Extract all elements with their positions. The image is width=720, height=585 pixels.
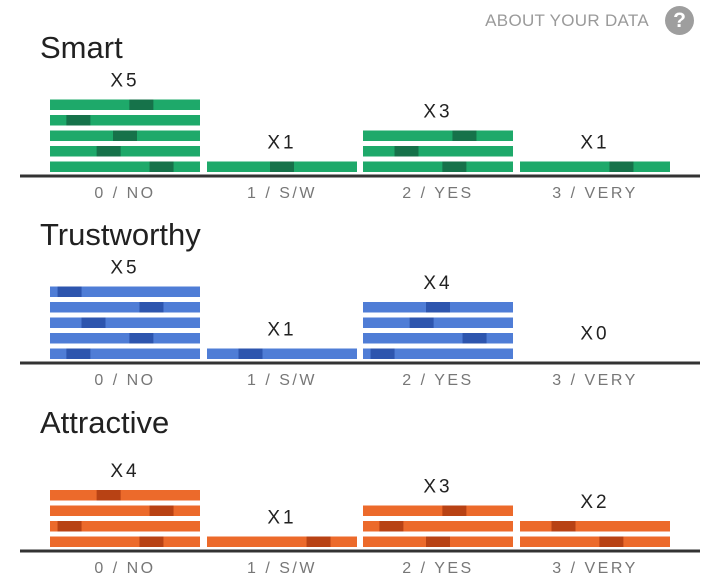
bar-strip-highlight xyxy=(57,286,82,297)
bar-strip xyxy=(520,536,670,547)
bar-strip-highlight xyxy=(129,333,154,344)
bar-strip-highlight xyxy=(66,348,91,359)
bar-strip-highlight xyxy=(66,115,91,126)
bar-strip-highlight xyxy=(113,130,137,141)
count-label: X4 xyxy=(423,273,452,294)
category-label: 1 / S/W xyxy=(247,372,317,389)
bar-strip-highlight xyxy=(270,161,294,172)
count-label: X0 xyxy=(580,324,609,345)
bar-strip-highlight xyxy=(96,146,121,157)
bar-strip-highlight xyxy=(426,536,450,547)
count-label: X1 xyxy=(267,320,296,341)
bar-strip xyxy=(50,505,200,516)
bar-strip xyxy=(50,99,200,110)
bar-strip-highlight xyxy=(306,536,331,547)
category-label: 3 / VERY xyxy=(552,372,638,389)
bar-strip xyxy=(50,302,200,313)
bar-strip-highlight xyxy=(442,161,467,172)
bar-strip-highlight xyxy=(81,317,106,328)
bar-strip xyxy=(207,536,357,547)
category-label: 0 / NO xyxy=(94,185,155,202)
bar-strip-highlight xyxy=(394,146,419,157)
count-label: X3 xyxy=(423,102,452,123)
bar-strip-highlight xyxy=(139,302,164,313)
category-label: 0 / NO xyxy=(94,560,155,577)
bar-strip xyxy=(363,333,513,344)
bar-strip xyxy=(50,348,200,359)
bar-strip xyxy=(363,146,513,157)
chart-attractive: Attractive X4 0 / NO X1 1 / S/W X3 2 / YES X2 3 … xyxy=(20,405,700,577)
category-label: 2 / YES xyxy=(402,560,473,577)
bar-strip-highlight xyxy=(462,333,487,344)
bar-strip xyxy=(207,348,357,359)
category-label: 1 / S/W xyxy=(247,185,317,202)
bar-strip-highlight xyxy=(452,130,477,141)
count-label: X1 xyxy=(267,133,296,154)
bar-strip-highlight xyxy=(370,348,395,359)
bar-strip-highlight xyxy=(139,536,164,547)
bar-strip xyxy=(50,490,200,501)
bar-strip xyxy=(50,146,200,157)
question-mark-icon[interactable]: ? xyxy=(665,6,694,35)
about-your-data-label[interactable]: ABOUT YOUR DATA xyxy=(485,10,649,30)
chart-smart: Smart X5 0 / NO X1 1 / S/W X3 2 / YES X1 3 / VER… xyxy=(20,30,700,202)
bar-strip-highlight xyxy=(426,302,450,313)
chart-title: Attractive xyxy=(40,405,169,440)
bar-strip xyxy=(520,161,670,172)
bar-strip xyxy=(363,130,513,141)
category-label: 0 / NO xyxy=(94,372,155,389)
bar-strip xyxy=(50,161,200,172)
bar-strip-highlight xyxy=(609,161,634,172)
bar-strip xyxy=(50,536,200,547)
chart-title: Trustworthy xyxy=(40,217,201,252)
chart-title: Smart xyxy=(40,30,123,65)
about-your-data[interactable]: ABOUT YOUR DATA ? xyxy=(485,6,694,35)
category-label: 3 / VERY xyxy=(552,185,638,202)
bar-strip-highlight xyxy=(409,317,434,328)
bar-strip xyxy=(50,115,200,126)
bar-strip xyxy=(363,161,513,172)
bar-strip xyxy=(50,286,200,297)
bar-strip-highlight xyxy=(149,161,174,172)
bar-strip xyxy=(50,521,200,532)
bar-strip-highlight xyxy=(96,490,121,501)
chart-trustworthy: Trustworthy X5 0 / NO X1 1 / S/W X4 2 / YES X0 3… xyxy=(20,217,700,389)
bar-strip-highlight xyxy=(442,505,467,516)
bar-strip-highlight xyxy=(599,536,624,547)
category-label: 2 / YES xyxy=(402,185,473,202)
bar-strip-highlight xyxy=(238,348,263,359)
count-label: X4 xyxy=(110,461,139,482)
count-label: X1 xyxy=(580,133,609,154)
bar-strip xyxy=(363,348,513,359)
bar-strip xyxy=(363,505,513,516)
count-label: X3 xyxy=(423,477,452,498)
count-label: X5 xyxy=(110,258,139,279)
bar-strip xyxy=(50,317,200,328)
count-label: X1 xyxy=(267,508,296,529)
bar-strip-highlight xyxy=(551,521,576,532)
category-label: 1 / S/W xyxy=(247,560,317,577)
count-label: X2 xyxy=(580,492,609,513)
bar-strip xyxy=(363,521,513,532)
category-label: 3 / VERY xyxy=(552,560,638,577)
category-label: 2 / YES xyxy=(402,372,473,389)
bar-strip-highlight xyxy=(129,99,154,110)
bar-strip-highlight xyxy=(379,521,404,532)
bar-strip xyxy=(363,317,513,328)
bar-strip xyxy=(50,333,200,344)
bar-strip xyxy=(520,521,670,532)
bar-strip-highlight xyxy=(149,505,174,516)
bar-strip-highlight xyxy=(57,521,82,532)
count-label: X5 xyxy=(110,71,139,92)
